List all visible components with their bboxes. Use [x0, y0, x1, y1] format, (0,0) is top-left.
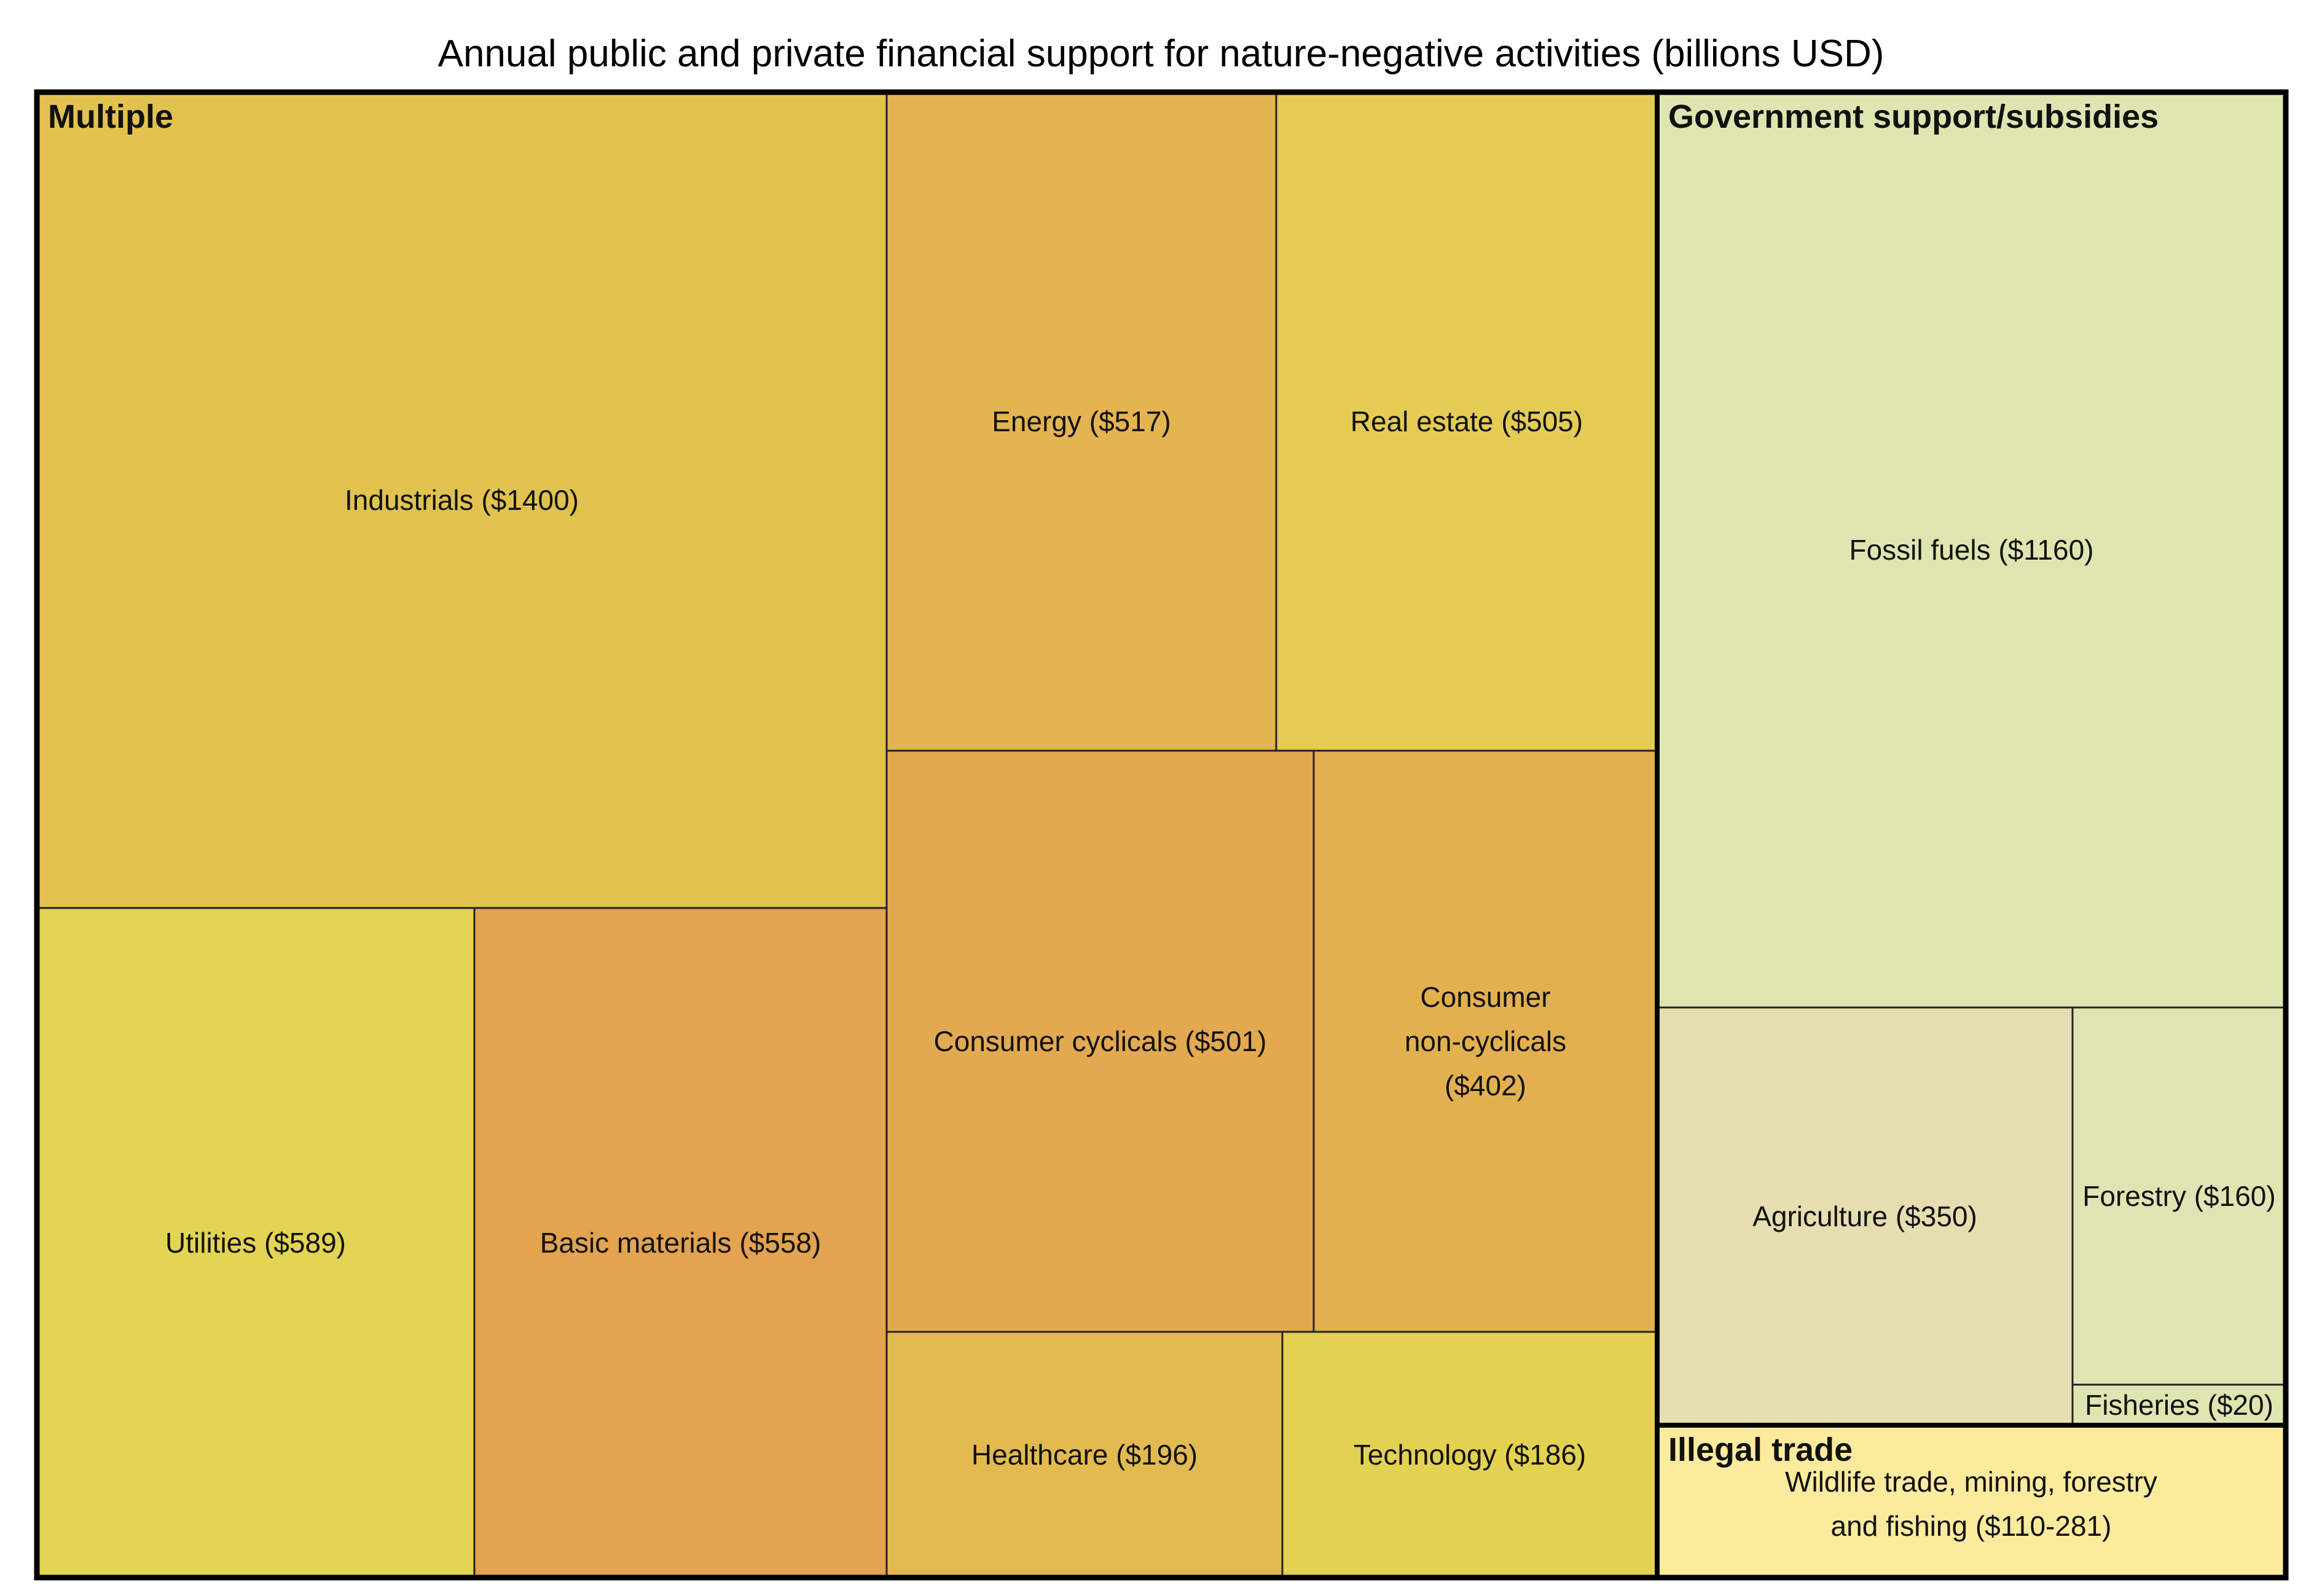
tile-label-real-estate: Real estate ($505): [1351, 405, 1583, 437]
tile-basic-materials: [473, 907, 888, 1579]
tile-label-technology: Technology ($186): [1354, 1439, 1586, 1471]
tile-label-utilities: Utilities ($589): [165, 1227, 346, 1259]
tile-label-industrials: Industrials ($1400): [345, 484, 579, 516]
tile-label-basic-materials: Basic materials ($558): [540, 1227, 822, 1259]
group-label-government-support-subsidies: Government support/subsidies: [1668, 98, 2159, 135]
tile-consumer-non-cyclicals: [1312, 749, 1658, 1333]
tile-label-fossil-fuels: Fossil fuels ($1160): [1849, 534, 2094, 566]
tile-label-wildlife-trade-mining-forestry-and-fishing: Wildlife trade, mining, forestry and fish…: [1785, 1466, 2157, 1542]
tile-consumer-cyclicals: [885, 749, 1315, 1333]
tile-label-fisheries: Fisheries ($20): [2085, 1389, 2273, 1421]
tile-industrials: [36, 91, 888, 909]
tile-fossil-fuels: [1656, 91, 2287, 1009]
tile-technology: [1281, 1331, 1658, 1579]
group-illegal-trade: Wildlife trade, mining, forestry and fish…: [1655, 1423, 2288, 1580]
group-government-support-subsidies: Fossil fuels ($1160) Agriculture ($350) Fo…: [1655, 90, 2288, 1428]
tile-forestry: [2071, 1006, 2287, 1386]
tile-label-energy: Energy ($517): [992, 405, 1171, 437]
tile-energy: [885, 91, 1277, 752]
tile-label-healthcare: Healthcare ($196): [971, 1439, 1198, 1471]
tile-healthcare: [885, 1331, 1284, 1579]
tile-label-forestry: Forestry ($160): [2082, 1180, 2275, 1212]
chart-title: Annual public and private financial supp…: [437, 33, 1885, 75]
group-multiple: Industrials ($1400) Utilities ($589) Basic…: [34, 90, 1660, 1580]
group-label-multiple: Multiple: [48, 98, 173, 135]
tile-label-consumer-non-cyclicals: Consumer non-cyclicals ($402): [1405, 981, 1566, 1101]
group-label-illegal-trade: Illegal trade: [1668, 1431, 1853, 1468]
tile-label-consumer-cyclicals: Consumer cyclicals ($501): [934, 1025, 1267, 1057]
tile-label-agriculture: Agriculture ($350): [1752, 1200, 1977, 1232]
tile-utilities: [36, 907, 476, 1579]
plot-frame: [34, 89, 2289, 1581]
